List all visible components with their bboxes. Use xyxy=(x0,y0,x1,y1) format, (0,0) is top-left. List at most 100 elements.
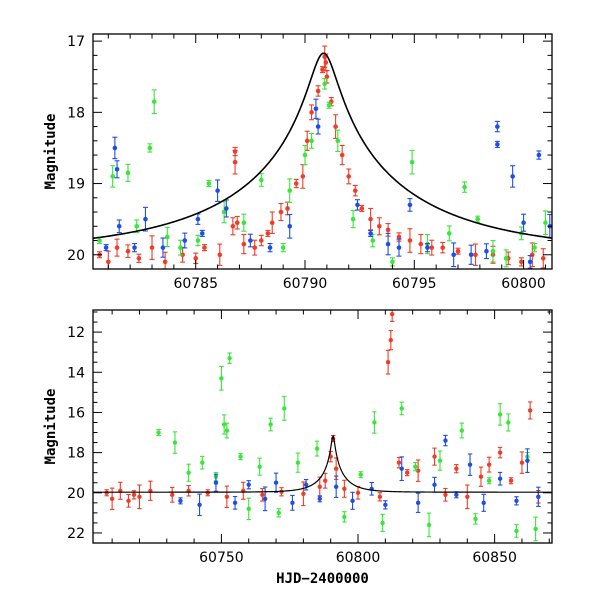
bottom-panel-green-point xyxy=(282,396,287,421)
top-panel-red-point xyxy=(540,248,546,269)
top-panel-red-point xyxy=(440,241,446,254)
top-panel-red-point xyxy=(230,217,236,236)
top-panel-blue-point xyxy=(494,140,500,148)
top-panel-red-point xyxy=(368,207,374,231)
bottom-panel-red-point xyxy=(432,447,437,466)
bottom-panel-blue-point xyxy=(213,473,219,492)
bottom-panel-y-tick-label: 22 xyxy=(67,526,85,542)
bottom-panel-green-point xyxy=(497,403,503,426)
top-panel-red-point xyxy=(359,204,365,213)
top-panel-blue-point xyxy=(313,98,319,119)
top-panel-blue-point xyxy=(182,232,188,249)
top-panel-x-tick-label: 60800 xyxy=(501,276,546,292)
bottom-panel-red-point xyxy=(342,479,347,498)
top-panel-red-point xyxy=(278,202,284,222)
top-panel-green-point xyxy=(151,89,157,115)
bottom-panel-red-point xyxy=(527,401,533,420)
bottom-panel-red-point xyxy=(109,487,115,511)
top-panel-green-point xyxy=(177,239,183,256)
top-panel-blue-point xyxy=(112,136,118,160)
bottom-panel-blue-point xyxy=(303,478,309,491)
bottom-panel-blue-point xyxy=(317,495,322,503)
bottom-panel-red-point xyxy=(519,451,525,474)
bottom-panel-red-point xyxy=(205,489,210,497)
top-panel-x-tick-label: 60790 xyxy=(283,276,328,292)
bottom-panel-green-point xyxy=(459,422,465,439)
top-panel-blue-point xyxy=(451,242,457,268)
top-panel-red-point xyxy=(518,257,524,267)
top-panel-blue-point xyxy=(267,242,273,253)
top-panel-green-point xyxy=(280,242,286,253)
bottom-panel-blue-point xyxy=(514,496,519,506)
top-panel-green-point xyxy=(302,144,308,166)
top-panel-blue-point xyxy=(199,229,205,237)
top-panel-green-point xyxy=(503,249,509,268)
top-panel-green-point xyxy=(542,210,548,236)
bottom-panel-y-tick-label: 18 xyxy=(67,446,85,462)
top-panel-blue-point xyxy=(287,213,293,239)
bottom-panel-x-tick-label: 60850 xyxy=(472,550,517,566)
top-panel-blue-point xyxy=(536,150,542,160)
bottom-panel-green-point xyxy=(399,401,404,416)
top-panel-red-point xyxy=(114,238,120,257)
bottom-panel-green-point xyxy=(227,352,232,364)
top-panel-red-point xyxy=(376,217,382,236)
top-panel-blue-point xyxy=(385,232,391,256)
bottom-panel-y-tick-label: 14 xyxy=(67,365,85,381)
bottom-panel-red-point xyxy=(454,464,459,474)
bottom-panel-red-point xyxy=(323,472,328,489)
bottom-panel-green-point xyxy=(533,516,538,542)
top-panel-green-point xyxy=(446,225,452,242)
top-panel-red-point xyxy=(455,247,461,255)
bottom-panel-blue-point xyxy=(350,491,355,510)
bottom-panel-blue-point xyxy=(273,472,279,493)
bottom-panel-y-tick-label: 16 xyxy=(67,405,85,421)
top-panel-blue-point xyxy=(527,255,533,269)
top-panel-red-point xyxy=(265,229,271,237)
bottom-panel-blue-point xyxy=(481,493,486,512)
bottom-panel-red-point xyxy=(396,456,402,469)
top-panel-blue-point xyxy=(160,237,166,258)
bottom-panel-red-point xyxy=(301,481,306,507)
top-panel-green-point xyxy=(475,215,481,223)
bottom-panel-blue-point xyxy=(262,486,268,512)
top-panel-green-point xyxy=(206,179,212,188)
bottom-panel-red-point xyxy=(118,481,123,500)
top-panel-green-point xyxy=(409,149,415,175)
bottom-panel-red-point xyxy=(260,487,265,502)
top-panel-red-point xyxy=(201,244,207,252)
bottom-panel-blue-point xyxy=(399,456,404,482)
top-panel-blue-point xyxy=(494,120,500,133)
top-panel-red-point xyxy=(293,178,299,189)
top-panel-green-point xyxy=(462,181,468,193)
top-panel-blue-point xyxy=(195,213,201,225)
top-panel-green-point xyxy=(258,173,264,187)
top-panel-green-point xyxy=(350,210,356,229)
bottom-panel-blue-point xyxy=(369,481,374,496)
bottom-panel-red-point xyxy=(415,459,421,482)
bottom-panel-red-point xyxy=(137,484,142,510)
bottom-panel-red-point xyxy=(389,309,395,322)
bottom-panel-green-point xyxy=(314,440,320,457)
top-panel-red-point xyxy=(407,228,413,253)
bottom-panel-blue-point xyxy=(467,453,473,476)
top-panel-red-point xyxy=(333,114,339,139)
bottom-panel-green-point xyxy=(413,462,418,472)
bottom-panel-red-point xyxy=(186,485,191,497)
bottom-panel-blue-point xyxy=(454,491,459,499)
bottom-panel-blue-point xyxy=(333,475,339,499)
top-panel-green-point xyxy=(221,200,227,224)
top-panel-red-point xyxy=(149,235,155,260)
top-panel-red-point xyxy=(473,243,478,267)
bottom-panel-red-point xyxy=(465,484,470,510)
bottom-panel-green-point xyxy=(246,497,251,521)
bottom-panel-green-point xyxy=(156,428,161,437)
bottom-panel-y-axis-label: Magnitude xyxy=(43,389,59,465)
top-panel-green-point xyxy=(125,163,131,182)
bottom-panel-y-tick-label: 12 xyxy=(67,325,85,341)
bottom-panel-frame xyxy=(92,309,553,544)
bottom-panel-red-point xyxy=(377,492,383,502)
top-panel-red-point xyxy=(429,239,435,256)
bottom-panel-red-point xyxy=(385,349,391,375)
top-panel-blue-point xyxy=(215,179,221,202)
